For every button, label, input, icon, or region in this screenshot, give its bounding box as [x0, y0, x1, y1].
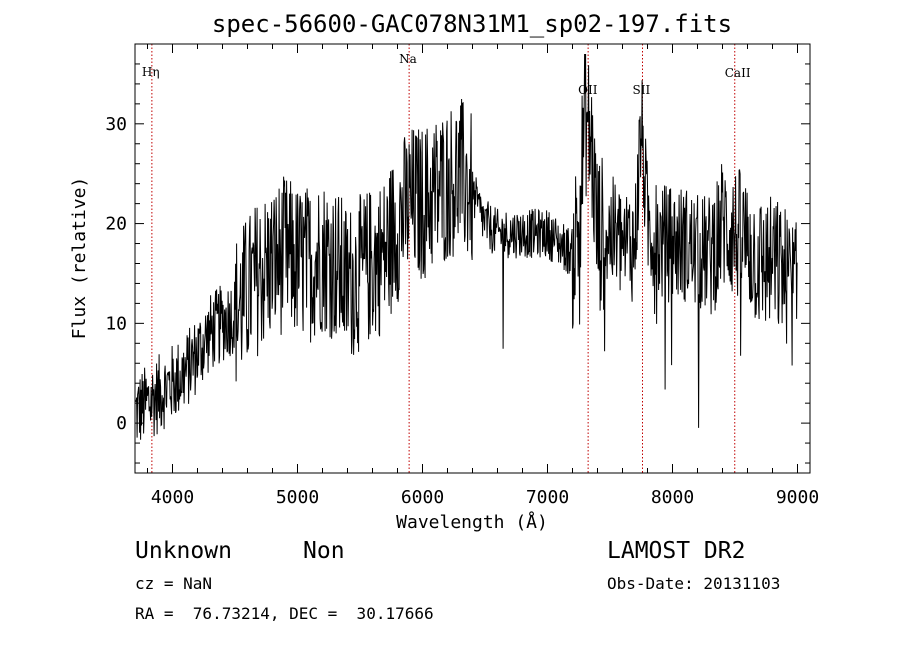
chart-title: spec-56600-GAC078N31M1_sp02-197.fits: [212, 10, 732, 38]
spectral-line-label: SII: [633, 83, 651, 97]
y-tick-label: 20: [105, 214, 127, 235]
x-tick-label: 8000: [651, 487, 694, 508]
object-class: Unknown: [135, 538, 232, 564]
object-subclass: Non: [303, 538, 345, 564]
x-axis-label: Wavelength (Å): [396, 511, 548, 533]
obs-date: Obs-Date: 20131103: [607, 574, 781, 593]
spectral-line-label: Hη: [142, 65, 160, 79]
y-tick-label: 10: [105, 313, 127, 334]
y-tick-label: 0: [116, 413, 127, 434]
plot-frame: [134, 43, 811, 474]
x-tick-label: 4000: [151, 487, 194, 508]
x-tick-label: 7000: [526, 487, 569, 508]
y-tick-label: 30: [105, 114, 127, 135]
spectral-line-label: CaII: [725, 66, 751, 80]
x-tick-label: 6000: [401, 487, 444, 508]
x-tick-label: 5000: [276, 487, 319, 508]
coordinates: RA = 76.73214, DEC = 30.17666: [135, 604, 434, 623]
x-tick-label: 9000: [776, 487, 819, 508]
redshift-value: cz = NaN: [135, 574, 213, 593]
spectrum-series-line: [135, 53, 798, 440]
survey-name: LAMOST DR2: [607, 538, 746, 564]
y-axis-label: Flux (relative): [69, 177, 90, 340]
spectral-line-label: Na: [399, 52, 417, 66]
